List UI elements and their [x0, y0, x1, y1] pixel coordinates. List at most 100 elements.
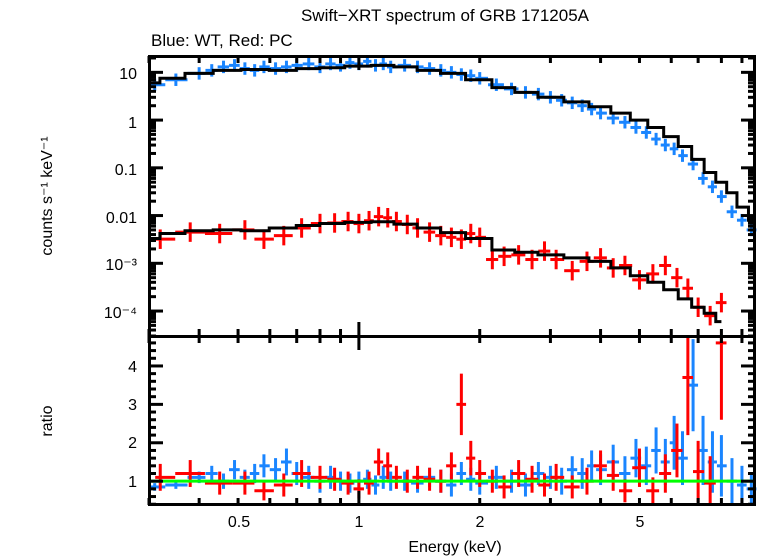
x-tick-label-3: 5	[636, 514, 645, 531]
ratio-tick-label-4: 4	[128, 359, 137, 376]
pc-data-point	[682, 278, 694, 299]
wt-model-line	[149, 63, 755, 222]
wt-data-point	[423, 62, 436, 75]
wt-data-point	[678, 149, 688, 162]
pc-ratio-point	[327, 467, 342, 491]
pc-ratio-point	[693, 440, 705, 503]
wt-ratio-point	[269, 458, 282, 482]
pc-ratio-point	[310, 465, 328, 489]
wt-data-point	[596, 106, 607, 120]
plot-border	[148, 55, 756, 506]
wt-data-point	[660, 138, 670, 152]
pc-ratio-point	[525, 465, 539, 493]
y-tick-label-1: 1	[128, 115, 137, 132]
wt-ratio-point	[488, 465, 504, 489]
pc-data-point	[671, 267, 683, 288]
wt-data-point	[586, 102, 597, 116]
pc-ratio-point	[363, 471, 374, 495]
pc-data-point	[593, 248, 607, 268]
wt-ratio-point	[379, 465, 387, 489]
pc-ratio-point	[273, 473, 293, 497]
x-tick-label-1: 1	[355, 514, 364, 531]
y-tick-label-0.1: 0.1	[115, 162, 137, 179]
pc-ratio-point	[155, 463, 176, 491]
wt-data-point	[707, 180, 717, 194]
pc-ratio-point	[232, 471, 255, 495]
wt-data-point	[630, 121, 642, 134]
x-tick-label-0: 0.5	[228, 514, 250, 531]
pc-ratio-point	[341, 471, 354, 495]
pc-data-point	[659, 255, 672, 276]
y-axis-label-spectrum: counts s⁻¹ keV⁻¹	[39, 136, 56, 255]
wt-ratio-point	[259, 454, 270, 478]
wt-data-point	[716, 190, 727, 203]
x-tick-label-2: 2	[476, 514, 485, 531]
wt-ratio-point	[205, 465, 218, 482]
pc-ratio-point	[466, 440, 476, 476]
pc-data-point	[550, 249, 565, 270]
plot-frame	[148, 55, 756, 506]
wt-ratio-point	[641, 446, 652, 486]
wt-data-point	[669, 142, 679, 156]
pc-data-point	[423, 222, 436, 242]
pc-data-point	[715, 292, 727, 313]
pc-ratio-point	[383, 452, 393, 480]
pc-ratio-point	[619, 479, 633, 503]
wt-data-point	[269, 62, 282, 75]
wt-ratio-point	[518, 473, 532, 497]
pc-ratio-point	[392, 465, 402, 489]
wt-ratio-point	[229, 460, 240, 480]
wt-data-point	[259, 60, 270, 74]
pc-ratio-point	[682, 336, 694, 436]
pc-data-point	[204, 223, 233, 244]
wt-ratio-point	[698, 415, 708, 486]
pc-ratio-point	[498, 475, 512, 499]
wt-ratio-point	[371, 475, 380, 495]
axis-ticks	[147, 56, 755, 506]
pc-data-point	[704, 305, 716, 326]
pc-ratio-point	[671, 423, 683, 478]
pc-data-point	[486, 249, 499, 270]
wt-data-point	[651, 132, 661, 146]
pc-ratio-point	[593, 450, 607, 482]
pc-ratio-point	[564, 475, 580, 499]
pc-ratio-point	[204, 471, 233, 495]
pc-data-point	[466, 223, 476, 244]
wt-ratio-point	[716, 435, 727, 497]
wt-ratio-point	[678, 431, 688, 486]
ratio-tick-label-2: 2	[128, 435, 137, 452]
pc-ratio-point	[446, 452, 457, 480]
pc-ratio-point	[412, 465, 424, 489]
pc-ratio-point	[550, 463, 565, 491]
y-axis-label-ratio: ratio	[39, 405, 56, 436]
wt-data-point	[726, 205, 737, 219]
wt-ratio-point	[577, 458, 587, 489]
pc-ratio-point	[456, 373, 467, 436]
wt-ratio-point	[687, 339, 699, 432]
data-layer	[149, 56, 757, 505]
pc-model-line	[149, 220, 722, 324]
y-tick-label-10: 10	[119, 66, 137, 83]
wt-ratio-point	[651, 427, 661, 474]
wt-ratio-point	[281, 448, 292, 476]
pc-data-point	[446, 227, 457, 248]
ratio-tick-label-1: 1	[128, 474, 137, 491]
wt-data-point	[397, 59, 412, 72]
pc-data-point	[632, 270, 647, 290]
pc-ratio-point	[511, 460, 526, 487]
ratio-tick-label-3: 3	[128, 397, 137, 414]
wt-data-point	[698, 172, 708, 185]
chart-title: Swift−XRT spectrum of GRB 171205A	[301, 6, 590, 25]
y-tick-label-1e-3: 10⁻³	[105, 257, 137, 274]
wt-data-point	[619, 116, 631, 129]
pc-data-point	[373, 206, 384, 227]
pc-data-point	[538, 241, 551, 261]
x-axis-label: Energy (keV)	[408, 539, 501, 556]
wt-ratio-point	[475, 471, 489, 495]
pc-data-point	[619, 255, 633, 276]
pc-ratio-point	[659, 454, 672, 493]
pc-ratio-point	[373, 448, 384, 476]
chart-subtitle: Blue: WT, Red: PC	[151, 31, 293, 50]
pc-ratio-point	[538, 473, 551, 497]
